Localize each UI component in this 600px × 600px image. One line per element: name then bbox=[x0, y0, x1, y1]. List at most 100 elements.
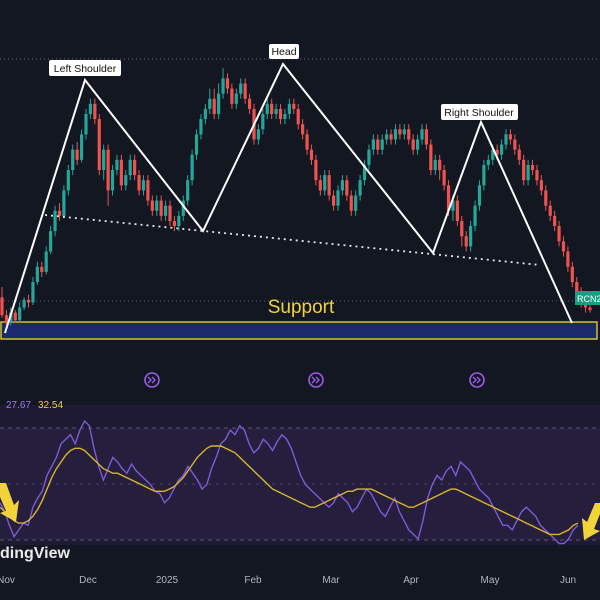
candle-down bbox=[301, 124, 305, 135]
candle-up bbox=[115, 159, 119, 171]
candle-down bbox=[561, 241, 566, 252]
candle-down bbox=[309, 149, 314, 160]
left-shoulder-annotation: Left Shoulder bbox=[49, 60, 121, 76]
candle-up bbox=[362, 164, 367, 181]
left-shoulder-label: Left Shoulder bbox=[54, 63, 117, 75]
candle-down bbox=[548, 205, 552, 216]
watermark: dingView bbox=[0, 545, 70, 562]
candle-up bbox=[340, 180, 345, 191]
candle-down bbox=[438, 159, 442, 171]
candle-down bbox=[464, 236, 468, 247]
candle-up bbox=[18, 307, 22, 321]
candle-down bbox=[442, 170, 446, 186]
candle-up bbox=[203, 108, 207, 120]
candle-up bbox=[155, 200, 159, 211]
candle-up bbox=[181, 200, 185, 216]
candle-up bbox=[385, 134, 389, 140]
candle-up bbox=[239, 83, 243, 94]
candle-up bbox=[110, 170, 115, 191]
candle-down bbox=[292, 103, 296, 109]
candle-up bbox=[261, 114, 265, 130]
event-marker-2[interactable] bbox=[308, 372, 324, 388]
candle-up bbox=[469, 226, 473, 247]
double-chevron-icon bbox=[147, 376, 156, 384]
price-tag: RCN2 bbox=[575, 291, 600, 305]
candle-down bbox=[446, 185, 451, 211]
candle-up bbox=[433, 159, 437, 171]
candle-down bbox=[97, 119, 101, 171]
x-tick-label: Apr bbox=[403, 575, 419, 586]
candle-down bbox=[212, 98, 216, 115]
candle-down bbox=[40, 266, 44, 272]
price-tag-label: RCN2 bbox=[577, 294, 600, 304]
candle-down bbox=[137, 175, 141, 191]
candle-down bbox=[168, 205, 172, 221]
candle-up bbox=[186, 180, 190, 201]
candle-up bbox=[287, 103, 291, 115]
candle-down bbox=[331, 195, 336, 206]
candle-down bbox=[530, 164, 535, 171]
candle-down bbox=[513, 139, 517, 150]
candle-down bbox=[270, 103, 274, 115]
candle-down bbox=[539, 180, 543, 191]
event-marker-3[interactable] bbox=[469, 372, 485, 388]
candle-up bbox=[526, 164, 530, 181]
candle-down bbox=[75, 149, 79, 160]
x-tick-label: Feb bbox=[244, 575, 262, 586]
candle-up bbox=[283, 114, 287, 120]
candle-down bbox=[495, 149, 499, 155]
candle-down bbox=[424, 129, 429, 145]
candle-down bbox=[327, 175, 331, 196]
candle-down bbox=[318, 180, 322, 191]
candle-down bbox=[557, 226, 561, 242]
x-axis: Nov Dec 2025 Feb Mar Apr May Jun bbox=[0, 575, 576, 586]
candle-up bbox=[66, 170, 70, 191]
support-zone bbox=[0, 321, 598, 340]
candle-down bbox=[225, 78, 230, 89]
double-chevron-icon bbox=[472, 376, 481, 384]
candle-down bbox=[296, 108, 300, 125]
candle-up bbox=[371, 139, 375, 150]
candle-up bbox=[71, 149, 75, 171]
candle-up bbox=[274, 108, 278, 115]
candle-up bbox=[336, 190, 340, 206]
candle-down bbox=[106, 149, 110, 191]
candle-down bbox=[407, 129, 411, 140]
candle-up bbox=[380, 139, 384, 150]
candle-down bbox=[150, 200, 154, 211]
candle-down bbox=[411, 139, 415, 150]
candle-up bbox=[141, 180, 146, 191]
candle-down bbox=[522, 159, 526, 181]
candle-up bbox=[234, 93, 238, 104]
event-marker-1[interactable] bbox=[144, 372, 160, 388]
candle-up bbox=[163, 205, 168, 216]
candle-down bbox=[570, 266, 574, 283]
support-label: Support bbox=[268, 297, 335, 318]
neckline bbox=[44, 214, 541, 266]
candle-down bbox=[398, 129, 402, 135]
candle-down bbox=[4, 315, 9, 323]
candle-down bbox=[13, 312, 17, 321]
x-tick-label: May bbox=[481, 575, 500, 586]
candle-down bbox=[93, 103, 97, 120]
candle-down bbox=[544, 190, 548, 206]
candle-down bbox=[26, 299, 31, 303]
candle-down bbox=[0, 297, 4, 316]
candle-up bbox=[177, 215, 181, 227]
candle-up bbox=[62, 190, 66, 216]
candle-up bbox=[477, 185, 482, 206]
candle-down bbox=[566, 251, 570, 267]
candle-down bbox=[345, 180, 349, 196]
candle-down bbox=[243, 83, 247, 99]
rsi-ma-value: 32.54 bbox=[38, 400, 63, 411]
x-tick-label: Dec bbox=[79, 575, 97, 586]
candle-down bbox=[389, 134, 393, 140]
x-tick-label: 2025 bbox=[156, 575, 179, 586]
candle-down bbox=[247, 98, 252, 109]
left-arrow bbox=[0, 483, 19, 522]
candle-up bbox=[49, 231, 53, 252]
candle-up bbox=[31, 282, 35, 303]
candle-down bbox=[429, 144, 433, 171]
candle-up bbox=[415, 139, 420, 150]
